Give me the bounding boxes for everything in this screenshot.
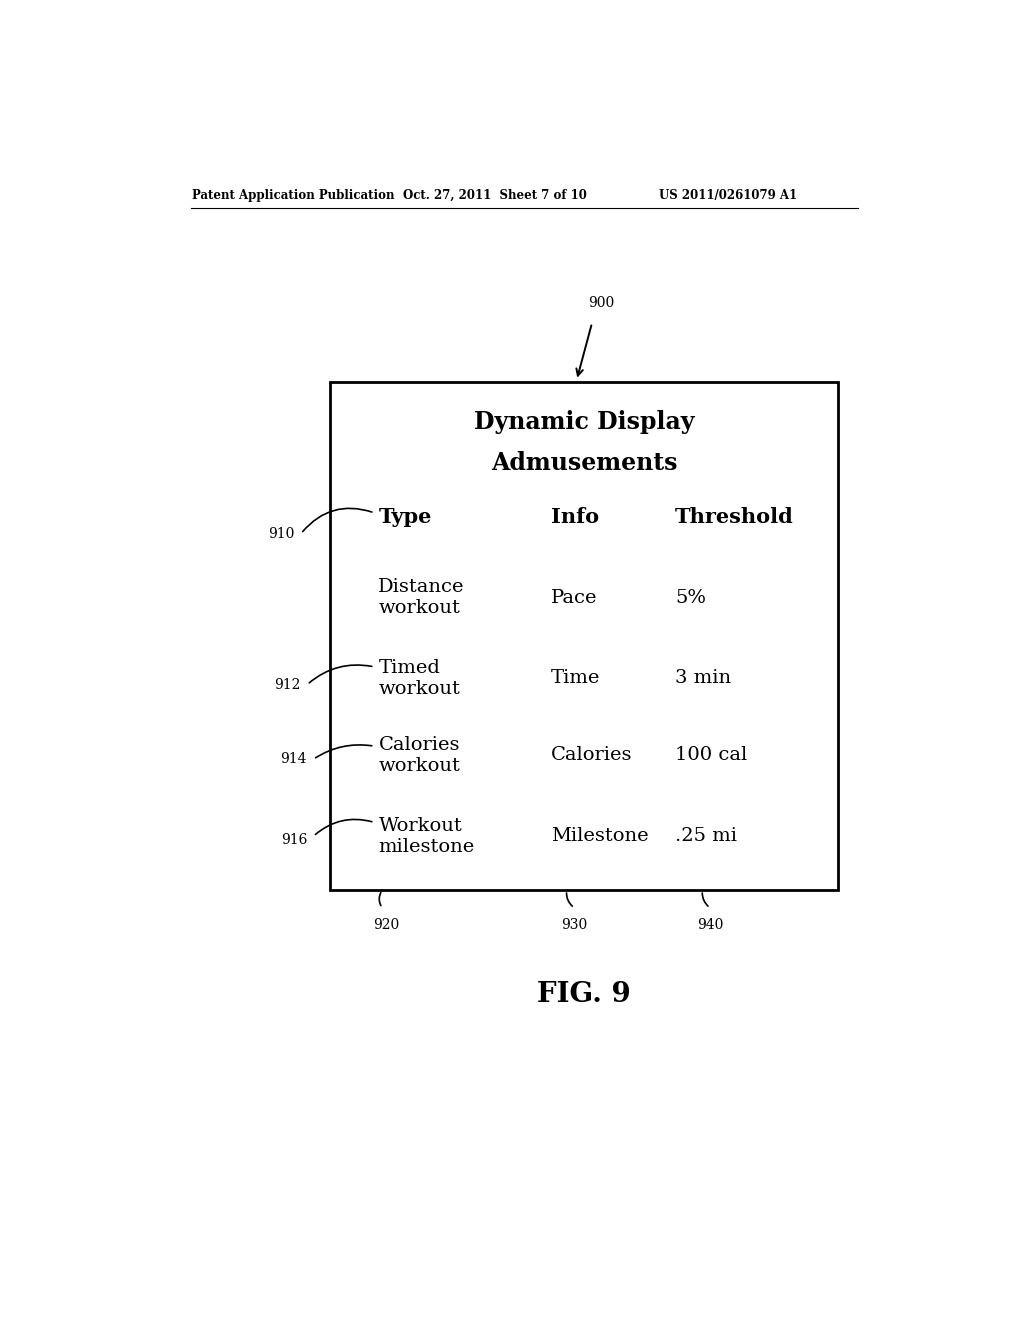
Text: 900: 900	[588, 296, 614, 310]
Text: 100 cal: 100 cal	[675, 746, 748, 764]
Text: Threshold: Threshold	[675, 507, 794, 527]
Text: Patent Application Publication: Patent Application Publication	[191, 189, 394, 202]
Text: Calories
workout: Calories workout	[379, 737, 461, 775]
Text: 930: 930	[561, 917, 588, 932]
Text: US 2011/0261079 A1: US 2011/0261079 A1	[658, 189, 797, 202]
Text: 910: 910	[268, 527, 295, 541]
Text: 914: 914	[281, 752, 307, 767]
Text: 912: 912	[274, 677, 301, 692]
Text: 5%: 5%	[675, 589, 707, 607]
Text: 940: 940	[697, 917, 723, 932]
Text: Calories: Calories	[551, 746, 633, 764]
Text: Timed
workout: Timed workout	[379, 659, 461, 698]
Text: Distance
workout: Distance workout	[379, 578, 465, 616]
Text: Pace: Pace	[551, 589, 598, 607]
Text: Dynamic Display: Dynamic Display	[474, 411, 694, 434]
Text: 3 min: 3 min	[675, 669, 731, 688]
Text: 916: 916	[281, 833, 307, 847]
Bar	[331, 381, 839, 890]
Text: Milestone: Milestone	[551, 828, 649, 845]
Text: Info: Info	[551, 507, 599, 527]
Text: Oct. 27, 2011  Sheet 7 of 10: Oct. 27, 2011 Sheet 7 of 10	[403, 189, 587, 202]
Text: Workout
milestone: Workout milestone	[379, 817, 475, 855]
Text: Time: Time	[551, 669, 601, 688]
Text: FIG. 9: FIG. 9	[538, 981, 631, 1007]
Text: 920: 920	[373, 917, 399, 932]
Text: .25 mi: .25 mi	[675, 828, 737, 845]
Text: Type: Type	[379, 507, 432, 527]
Text: Admusements: Admusements	[492, 451, 678, 475]
